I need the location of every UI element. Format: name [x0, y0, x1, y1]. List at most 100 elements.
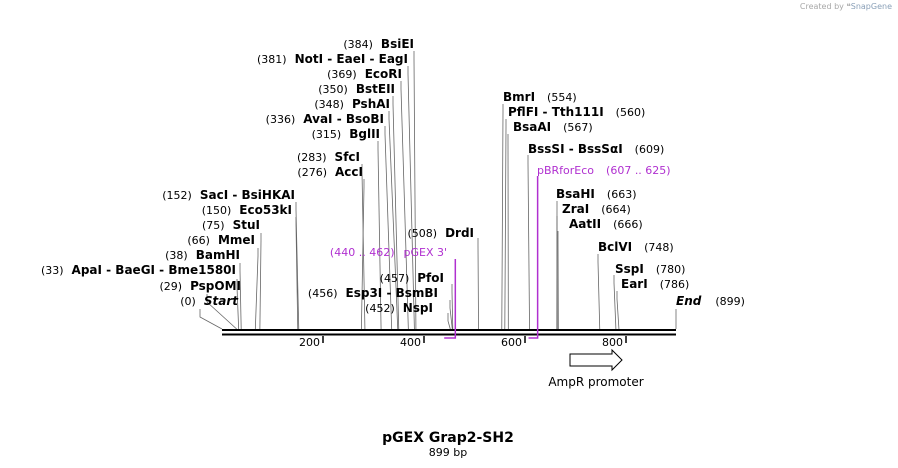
primer-arrow-pgex-3 [444, 259, 457, 339]
site-label-pfoi: (457) PfoI [380, 271, 444, 285]
site-name: BglII [349, 127, 380, 141]
site-position: (150) [202, 204, 232, 217]
site-position: (29) [159, 280, 182, 293]
site-position: (457) [380, 272, 410, 285]
site-name: MmeI [218, 233, 255, 247]
ruler-ticks: 200 400 600 800 [299, 336, 627, 349]
primer-label-pbrforeco: pBRforEco (607 .. 625) [537, 164, 671, 177]
tick-label-800: 800 [602, 336, 623, 349]
site-line-esp3i [449, 300, 453, 330]
site-name: EcoRI [365, 67, 402, 81]
site-position: (560) [616, 106, 646, 119]
primer-arrow-pbrforeco [528, 176, 539, 339]
site-line-eari [616, 291, 620, 330]
site-position: (666) [613, 218, 643, 231]
site-line-bmri [501, 104, 504, 330]
site-line-pflfi [504, 119, 507, 330]
site-label-avai: (336) AvaI - BsoBI [266, 112, 384, 126]
site-name: AvaI - BsoBI [303, 112, 384, 126]
site-position: (664) [601, 203, 631, 216]
site-position: (508) [407, 227, 437, 240]
site-line-stui [259, 233, 262, 330]
site-label-eari: EarI (786) [621, 277, 689, 291]
site-name: AccI [335, 165, 363, 179]
site-position: (33) [41, 264, 64, 277]
site-name: PshAI [352, 97, 390, 111]
primer-range: (440 .. 462) [330, 246, 395, 259]
primer-label-pgex-3: (440 .. 462) pGEX 3' [330, 246, 447, 259]
snapgene-logo-icon: ❝ [846, 2, 851, 11]
site-line-drdi [477, 238, 479, 330]
site-position: (780) [656, 263, 686, 276]
site-line-pfoi [451, 284, 454, 330]
site-name: BsaHI [556, 187, 595, 201]
site-position: (38) [165, 249, 188, 262]
site-line-bsiei [413, 51, 417, 330]
site-label-pspomi: (29) PspOMI [159, 279, 241, 293]
site-label-noti: (381) NotI - EaeI - EagI [257, 52, 408, 66]
site-label-mmei: (66) MmeI [187, 233, 255, 247]
site-position: (336) [266, 113, 296, 126]
site-label-sspi: SspI (780) [615, 262, 685, 276]
site-name: BamHI [196, 248, 240, 262]
site-lines [199, 51, 677, 330]
site-line-bsssi [527, 155, 530, 330]
site-label-bmri: BmrI (554) [503, 90, 577, 104]
site-name: NotI - EaeI - EagI [295, 52, 408, 66]
site-line-pspomi [206, 294, 237, 330]
site-label-bsteii: (350) BstEII [318, 82, 395, 96]
site-position: (384) [343, 38, 373, 51]
tick-label-400: 400 [400, 336, 421, 349]
site-label-bsiei: (384) BsiEI [343, 37, 414, 51]
site-line-noti [407, 66, 415, 330]
site-line-mmei [254, 248, 259, 330]
site-name: PspOMI [190, 279, 241, 293]
site-name: PfoI [417, 271, 444, 285]
site-name: SfcI [335, 150, 360, 164]
primers: (440 .. 462) pGEX 3' pBRforEco (607 .. 625) [330, 164, 671, 339]
site-line-apai [236, 279, 240, 330]
site-name: DrdI [445, 226, 474, 240]
site-name: SspI [615, 262, 644, 276]
site-line-sfci [361, 164, 366, 330]
site-name: End [676, 294, 702, 308]
site-label-pflfi: PflFI - Tth111I (560) [508, 105, 645, 119]
site-label-end: End (899) [676, 294, 745, 308]
site-line-sspi [613, 275, 617, 330]
site-line-pshai [388, 111, 399, 330]
dna-backbone [222, 329, 676, 336]
site-name: Esp3I - BsmBI [346, 286, 438, 300]
site-position: (369) [327, 68, 357, 81]
site-position: (276) [297, 166, 327, 179]
site-position: (0) [180, 295, 196, 308]
site-position: (609) [635, 143, 665, 156]
site-position: (663) [607, 188, 637, 201]
site-position: (452) [365, 302, 395, 315]
site-line-saci [295, 202, 300, 330]
site-label-bclvi: BclVI (748) [598, 240, 674, 254]
snapgene-branding: Created by ❝SnapGene [800, 2, 892, 11]
site-name: Eco53kI [239, 203, 292, 217]
site-name: BstEII [356, 82, 395, 96]
plasmid-length: 899 bp [429, 446, 467, 459]
site-line-avai [384, 126, 393, 330]
site-label-aatii: AatII (666) [569, 217, 643, 231]
site-line-acci [360, 179, 365, 330]
site-position: (283) [297, 151, 327, 164]
site-labels: (0) Start (29) PspOMI (33) ApaI - BaeGI - Bme… [41, 37, 745, 315]
site-line-bsteii [392, 96, 400, 330]
site-name: BmrI [503, 90, 535, 104]
site-label-nspi: (452) NspI [365, 301, 433, 315]
site-label-acci: (276) AccI [297, 165, 363, 179]
site-label-bsahi: BsaHI (663) [556, 187, 637, 201]
site-label-eco53ki: (150) Eco53kI [202, 203, 292, 217]
site-name: BsiEI [381, 37, 414, 51]
features: AmpR promoter [548, 348, 644, 389]
site-label-saci: (152) SacI - BsiHKAI [162, 188, 295, 202]
tick-label-600: 600 [501, 336, 522, 349]
site-name: ApaI - BaeGI - Bme1580I [72, 263, 236, 277]
site-name: SacI - BsiHKAI [200, 188, 295, 202]
plasmid-title: pGEX Grap2-SH2 [382, 430, 514, 446]
site-line-bclvi [597, 254, 601, 330]
